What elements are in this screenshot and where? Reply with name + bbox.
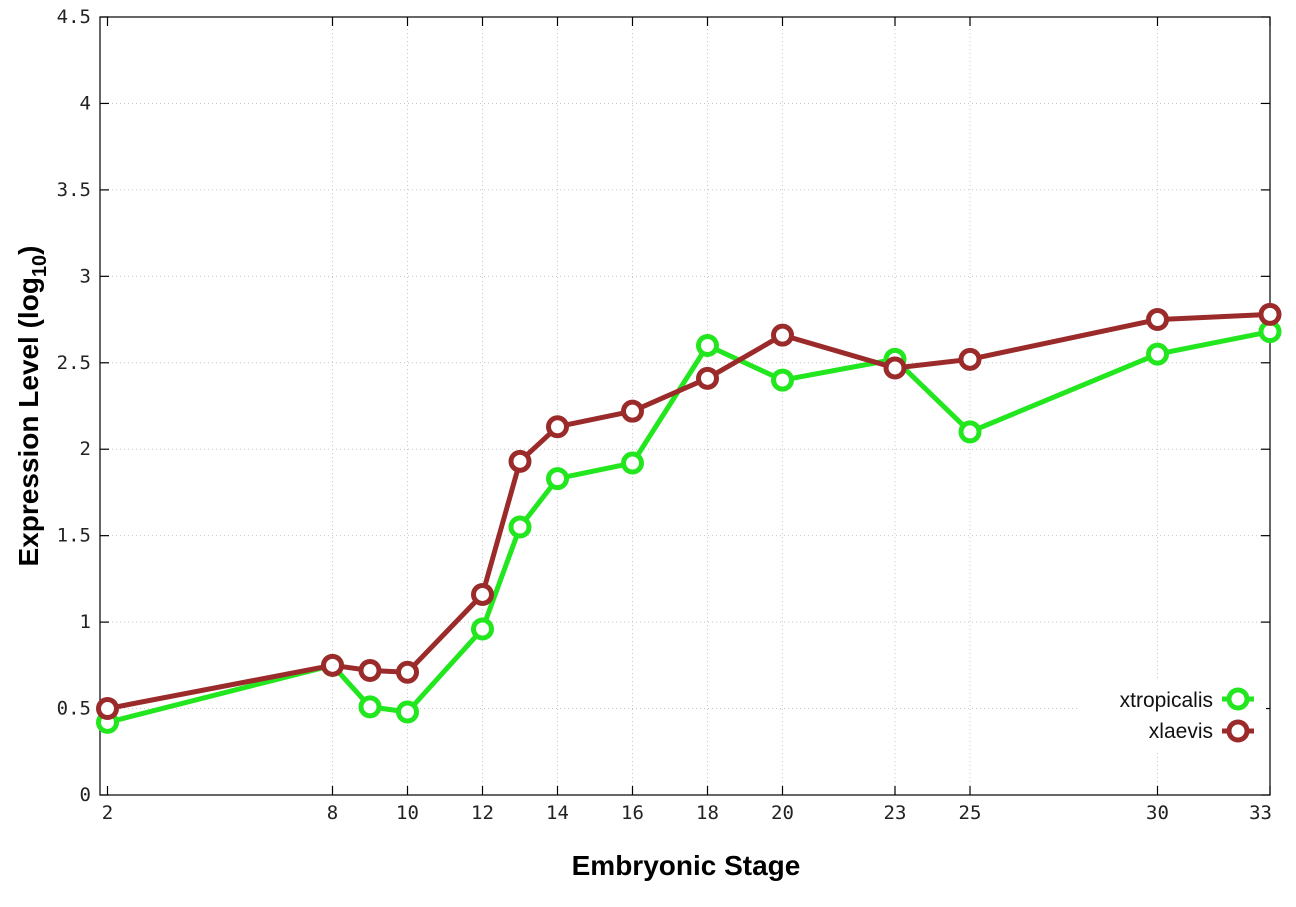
y-tick-label: 0 — [80, 784, 91, 806]
x-tick-label: 30 — [1146, 802, 1169, 824]
data-point-xtropicalis — [471, 617, 494, 641]
x-axis-title: Embryonic Stage — [572, 850, 801, 881]
data-point-xlaevis — [696, 366, 719, 390]
data-point-xlaevis — [358, 659, 382, 683]
y-axis-title-subscript: 10 — [29, 255, 51, 277]
x-tick-label: 8 — [327, 802, 338, 824]
y-tick-label: 0.5 — [57, 698, 91, 720]
data-point-xlaevis — [546, 415, 569, 439]
data-point-xlaevis — [958, 347, 982, 371]
data-point-xtropicalis — [696, 333, 719, 357]
x-tick-label: 23 — [884, 802, 907, 824]
x-tick-label: 20 — [771, 802, 794, 824]
y-tick-label: 4 — [80, 92, 91, 114]
x-tick-label: 16 — [621, 802, 644, 824]
series-group — [96, 302, 1282, 734]
x-tick-label: 2 — [102, 802, 113, 824]
legend-label-xtropicalis: xtropicalis — [1120, 689, 1213, 712]
x-tick-label: 12 — [471, 802, 494, 824]
y-tick-label: 1.5 — [57, 525, 91, 547]
y-tick-labels: 0 0.5 1 1.5 2 2.5 3 3.5 4 4.5 — [57, 6, 91, 806]
data-point-xtropicalis — [358, 695, 382, 719]
y-axis-title-main: Expression Level (log — [13, 277, 44, 566]
data-point-xlaevis — [321, 653, 344, 677]
data-point-xlaevis — [1258, 302, 1282, 326]
data-point-xtropicalis — [546, 467, 569, 491]
x-tick-label: 33 — [1249, 802, 1272, 824]
x-tick-label: 18 — [696, 802, 719, 824]
y-tick-label: 1 — [80, 611, 91, 633]
legend: xtropicalis xlaevis — [1078, 681, 1266, 751]
data-point-xlaevis — [471, 582, 494, 606]
y-tick-label: 2.5 — [57, 352, 91, 374]
x-tick-label: 10 — [396, 802, 419, 824]
plot-frame — [99, 16, 1271, 796]
data-point-xlaevis — [508, 449, 532, 473]
x-tick-labels: 2 8 10 12 14 16 18 20 23 25 30 33 — [102, 802, 1272, 824]
data-point-xlaevis — [621, 399, 644, 423]
y-tick-label: 4.5 — [57, 6, 91, 28]
series-xlaevis — [96, 302, 1282, 721]
data-point-xlaevis — [883, 356, 907, 380]
y-tick-label: 2 — [80, 438, 91, 460]
data-point-xlaevis — [771, 323, 794, 347]
series-line-xtropicalis — [106, 329, 1271, 725]
data-point-xlaevis — [96, 697, 119, 721]
data-point-xtropicalis — [958, 420, 982, 444]
data-point-xlaevis — [1146, 308, 1169, 332]
legend-label-xlaevis: xlaevis — [1149, 720, 1213, 743]
y-tick-label: 3 — [80, 265, 91, 287]
data-point-xtropicalis — [508, 515, 532, 539]
y-axis-title-close: ) — [13, 246, 44, 255]
data-point-xtropicalis — [396, 700, 419, 724]
x-tick-label: 14 — [546, 802, 569, 824]
y-axis-title: Expression Level (log10) — [13, 246, 51, 567]
legend-marker-xtropicalis — [1226, 687, 1250, 711]
data-point-xtropicalis — [1146, 342, 1169, 366]
data-point-xlaevis — [396, 660, 419, 684]
y-tick-label: 3.5 — [57, 179, 91, 201]
legend-marker-xlaevis — [1226, 719, 1250, 743]
x-tick-label: 25 — [959, 802, 982, 824]
data-point-xtropicalis — [621, 451, 644, 475]
data-point-xtropicalis — [771, 368, 794, 392]
